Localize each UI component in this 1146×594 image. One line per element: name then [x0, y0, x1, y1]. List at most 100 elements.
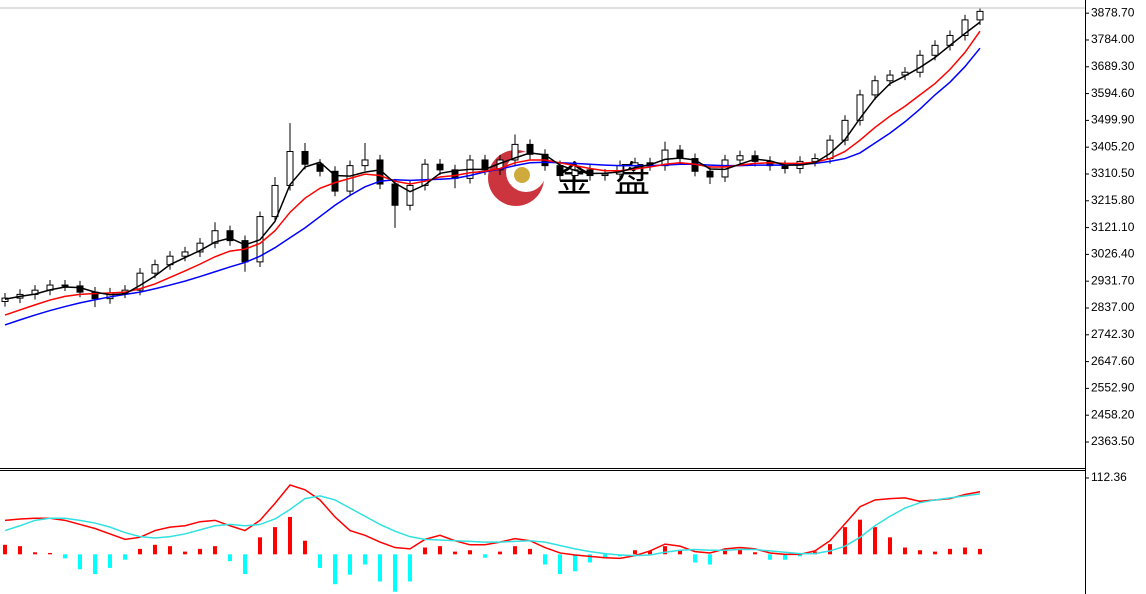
candle-body — [556, 165, 564, 177]
histogram-bar — [408, 554, 412, 582]
histogram-bar — [978, 548, 982, 555]
histogram-bar — [648, 550, 652, 555]
histogram-bar — [768, 554, 772, 560]
histogram-bar — [108, 554, 112, 568]
histogram-bar — [438, 546, 442, 555]
histogram-bar — [918, 550, 922, 555]
candle-body — [781, 165, 789, 169]
candle-body — [916, 54, 924, 73]
histogram-bar — [888, 537, 892, 555]
y-tick-label: 3215.80 — [1091, 193, 1135, 207]
y-tick-label: 3310.50 — [1091, 166, 1135, 180]
histogram-bar — [933, 551, 937, 555]
histogram-bar — [468, 550, 472, 555]
candle-body — [856, 94, 864, 121]
histogram-bar — [948, 548, 952, 555]
histogram-bar — [273, 527, 277, 555]
histogram-bar — [258, 537, 262, 555]
candle-body — [406, 184, 414, 206]
histogram-bar — [543, 554, 547, 565]
moving-average-line — [4, 484, 981, 560]
histogram-bar — [363, 554, 367, 565]
y-tick-label: 2647.60 — [1091, 354, 1135, 368]
y-tick-label: 3689.30 — [1091, 59, 1135, 73]
candle-body — [961, 19, 969, 36]
histogram-bar — [528, 548, 532, 555]
histogram-bar — [738, 548, 742, 555]
histogram-bar — [588, 554, 592, 563]
moving-average-line — [4, 493, 981, 557]
candle-body — [211, 230, 219, 244]
histogram-bar — [243, 554, 247, 575]
y-tick-label: 3594.60 — [1091, 86, 1135, 100]
y-tick-label: 3784.00 — [1091, 32, 1135, 46]
histogram-bar — [678, 550, 682, 555]
histogram-bar — [138, 548, 142, 555]
histogram-bar — [183, 551, 187, 555]
histogram-bar — [693, 554, 697, 563]
y-tick-label: 2363.50 — [1091, 434, 1135, 448]
histogram-bar — [123, 554, 127, 560]
y-tick-label: 2742.30 — [1091, 327, 1135, 341]
candle-body — [151, 264, 159, 274]
histogram-bar — [453, 551, 457, 555]
histogram-bar — [378, 554, 382, 582]
histogram-bar — [558, 554, 562, 575]
histogram-bar — [903, 547, 907, 555]
histogram-bar — [228, 554, 232, 562]
histogram-bar — [3, 544, 7, 555]
candle-body — [511, 143, 519, 161]
histogram-bar — [963, 547, 967, 555]
candle-body — [601, 173, 609, 177]
histogram-bar — [333, 554, 337, 585]
candle-body — [436, 163, 444, 171]
candle-body — [301, 150, 309, 165]
candle-body — [886, 74, 894, 82]
histogram-bar — [213, 546, 217, 555]
candle-body — [286, 150, 294, 186]
histogram-bar — [423, 547, 427, 555]
y-tick-label: 3878.70 — [1091, 5, 1135, 19]
histogram-bar — [78, 554, 82, 570]
candle-body — [736, 155, 744, 161]
candle-body — [226, 230, 234, 242]
candle-body — [196, 242, 204, 253]
histogram-bar — [18, 546, 22, 555]
histogram-bar — [348, 554, 352, 575]
histogram-bar — [303, 540, 307, 555]
candle-body — [706, 170, 714, 178]
histogram-bar — [63, 554, 67, 559]
y-tick-label: 2931.70 — [1091, 273, 1135, 287]
candle-body — [316, 163, 324, 172]
histogram-bar — [843, 527, 847, 555]
histogram-bar — [198, 548, 202, 555]
histogram-bar — [168, 546, 172, 555]
histogram-bar — [708, 554, 712, 565]
candle-body — [361, 159, 369, 167]
marks: 3878.70 3784.00 3689.30 3594.60 3499.90 3405.… — [1, 5, 1135, 592]
histogram-bar — [393, 554, 397, 592]
histogram-bar — [753, 552, 757, 555]
histogram-bar — [783, 554, 787, 560]
histogram-bar — [873, 527, 877, 555]
candle-body — [61, 284, 69, 287]
y-tick-label: 3026.40 — [1091, 247, 1135, 261]
y-tick-label: 2458.20 — [1091, 407, 1135, 421]
logo-dot — [514, 167, 530, 183]
histogram-bar — [93, 554, 97, 575]
y-tick-label: 2837.00 — [1091, 300, 1135, 314]
candle-body — [181, 251, 189, 257]
histogram-bar — [288, 516, 292, 555]
histogram-bar — [498, 551, 502, 555]
candle-body — [271, 184, 279, 218]
histogram-bar — [723, 550, 727, 555]
candle-body — [826, 139, 834, 160]
histogram-bar — [633, 550, 637, 555]
y-tick-label: 2552.90 — [1091, 381, 1135, 395]
candle-body — [1, 297, 9, 302]
histogram-bar — [663, 546, 667, 555]
candle-body — [136, 272, 144, 291]
